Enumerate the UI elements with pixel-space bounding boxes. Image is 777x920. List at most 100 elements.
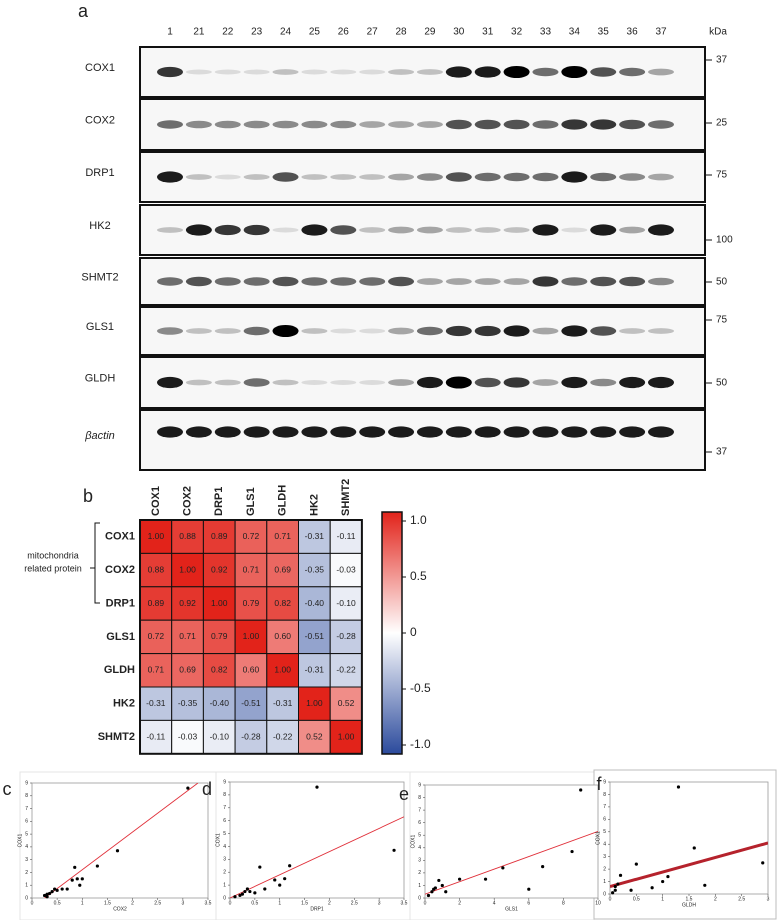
data-point	[186, 786, 190, 790]
cell-label: 1.00	[243, 631, 260, 641]
band	[532, 327, 559, 335]
data-point	[501, 866, 505, 870]
band	[590, 378, 617, 387]
lane-label: 31	[482, 27, 494, 38]
data-point	[248, 889, 252, 894]
cell-label: 0.89	[148, 598, 165, 608]
cell-label: 1.00	[179, 564, 196, 574]
data-point	[53, 887, 57, 891]
band	[416, 326, 443, 336]
cell-label: -0.31	[273, 698, 293, 708]
cell-label: -0.35	[178, 698, 198, 708]
band	[185, 426, 212, 438]
data-point	[483, 877, 488, 881]
y-tick-label: 6	[25, 819, 28, 825]
data-point	[666, 874, 670, 879]
column-label: COX2	[181, 486, 193, 516]
data-point	[650, 886, 654, 890]
y-tick-label: 3	[25, 857, 28, 863]
cell-label: 1.00	[211, 598, 228, 608]
band	[590, 172, 617, 182]
band	[214, 426, 241, 438]
data-point	[634, 862, 638, 866]
band	[474, 377, 501, 388]
band	[185, 174, 212, 180]
cell-label: 0.71	[179, 631, 196, 641]
band	[474, 278, 501, 285]
x-tick-label: 3.5	[401, 900, 408, 906]
y-axis-label: COX1	[215, 833, 221, 847]
lane-label: 1	[167, 27, 173, 38]
band	[474, 227, 501, 233]
data-point	[437, 878, 441, 883]
band	[388, 173, 415, 181]
cell-label: 0.88	[148, 564, 165, 574]
band	[359, 328, 386, 334]
lane-label: 32	[511, 27, 523, 38]
x-tick-label: 1	[661, 896, 664, 902]
band	[330, 380, 357, 385]
band	[272, 120, 299, 129]
band	[416, 376, 443, 389]
blot-strip	[139, 409, 706, 471]
kda-label: 75	[716, 170, 728, 181]
y-tick-label: 5	[25, 831, 28, 837]
data-point	[761, 861, 765, 865]
lane-label: 34	[569, 27, 581, 38]
lane-label: 25	[309, 27, 321, 38]
band	[301, 328, 328, 334]
data-point	[579, 788, 583, 792]
y-tick-label: 0	[25, 895, 28, 901]
heatmap-cell	[234, 586, 268, 621]
band	[330, 277, 357, 286]
data-point	[80, 877, 84, 881]
band	[474, 172, 501, 182]
band	[185, 120, 212, 129]
cell-label: -0.31	[305, 531, 325, 541]
heatmap-border	[139, 519, 363, 755]
data-point	[243, 889, 247, 894]
y-tick-label: 1	[418, 883, 421, 889]
band	[301, 277, 328, 286]
bracket	[94, 522, 100, 604]
band	[301, 224, 328, 236]
cell-label: -0.22	[336, 665, 356, 675]
lane-label: 30	[453, 27, 465, 38]
data-point	[50, 890, 54, 894]
data-point	[233, 895, 237, 899]
band	[301, 426, 328, 438]
band	[243, 174, 270, 180]
data-point	[42, 893, 47, 898]
x-tick-label: 1	[278, 900, 281, 906]
band	[474, 426, 501, 438]
data-point	[78, 883, 82, 887]
band	[561, 325, 588, 337]
cell-label: -0.03	[178, 731, 198, 741]
y-tick-label: 2	[25, 870, 28, 876]
data-point	[611, 891, 615, 895]
band	[503, 278, 530, 285]
lane-label: 27	[367, 27, 379, 38]
cell-label: 0.82	[274, 598, 291, 608]
data-point	[238, 893, 242, 898]
band	[590, 326, 617, 336]
unit-label: kDa	[709, 27, 727, 38]
data-point	[115, 849, 120, 853]
band	[243, 224, 270, 236]
band	[532, 379, 559, 386]
panel-label: a	[78, 1, 89, 21]
y-tick-label: 2	[603, 866, 606, 872]
band	[243, 378, 270, 387]
row-label: SHMT2	[98, 731, 135, 743]
data-point	[73, 865, 77, 869]
band	[445, 119, 472, 130]
band	[330, 328, 357, 334]
row-label: GLDH	[104, 664, 135, 676]
band	[330, 426, 357, 438]
heatmap-cell	[298, 686, 331, 721]
cell-label: 1.00	[274, 665, 291, 675]
cell-label: -0.40	[210, 698, 230, 708]
band	[330, 225, 357, 235]
cell-label: -0.31	[305, 665, 325, 675]
row-label: COX1	[85, 62, 115, 74]
